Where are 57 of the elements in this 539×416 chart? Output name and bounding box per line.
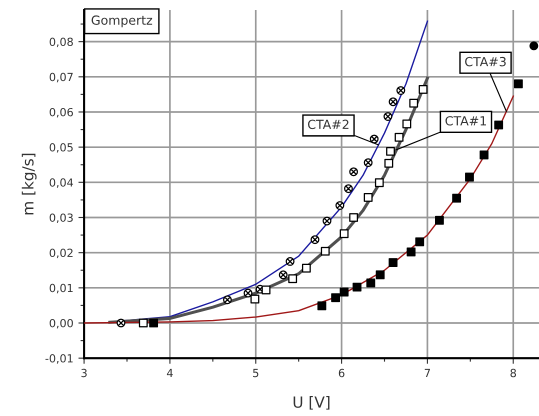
point [465, 172, 474, 182]
text: CTA#1 [445, 116, 486, 126]
point [288, 274, 298, 284]
text: CTA#2 [308, 120, 348, 130]
x-tick-label: 5 [253, 368, 258, 378]
x-tick-label: 4 [166, 368, 173, 378]
point [340, 288, 349, 296]
point [384, 158, 394, 168]
point [340, 229, 349, 238]
point [386, 146, 395, 156]
point [388, 258, 398, 267]
point [529, 41, 538, 50]
y-tick-label: -0,01 [45, 354, 73, 364]
y-axis-title: m [kg/s] [22, 154, 37, 214]
y-tick-label: 0,04 [50, 178, 74, 188]
y-tick-label: 0,03 [50, 213, 73, 224]
point [418, 85, 428, 94]
x-tick-label: 7 [424, 368, 430, 378]
y-tick-label: 0,08 [50, 38, 73, 48]
line-series [84, 95, 514, 324]
point [415, 237, 424, 246]
x-axis-title: U [V] [294, 396, 330, 410]
x-tick-label: 8 [510, 368, 516, 378]
point [250, 294, 260, 304]
point [402, 120, 412, 128]
point [149, 318, 158, 328]
y-tick-label: 0,07 [50, 72, 73, 82]
point [331, 293, 340, 302]
x-tick-label: 3 [81, 368, 87, 378]
point [494, 120, 504, 130]
x-tick-label: 6 [338, 368, 344, 378]
point [320, 246, 330, 256]
point [435, 216, 444, 225]
point [352, 282, 362, 292]
y-tick-label: 0,02 [50, 248, 73, 258]
point [138, 318, 148, 328]
y-tick-label: 0,06 [50, 108, 73, 118]
point [262, 286, 270, 294]
point [374, 178, 384, 188]
point [406, 248, 416, 256]
y-tick-label: 0,01 [50, 284, 73, 294]
point [364, 193, 373, 202]
y-tick-label: 0,05 [50, 143, 73, 153]
point [514, 79, 523, 88]
point [452, 194, 462, 203]
point [480, 150, 488, 160]
point [409, 98, 418, 108]
line-series [108, 76, 429, 324]
annotation: Gompertz [92, 15, 152, 28]
y-tick-label: 0,00 [50, 318, 73, 329]
point [349, 213, 358, 222]
text: CTA#3 [465, 56, 506, 66]
point [302, 264, 311, 273]
point [376, 270, 385, 280]
point [366, 278, 376, 288]
point [317, 301, 326, 310]
point [394, 132, 404, 142]
